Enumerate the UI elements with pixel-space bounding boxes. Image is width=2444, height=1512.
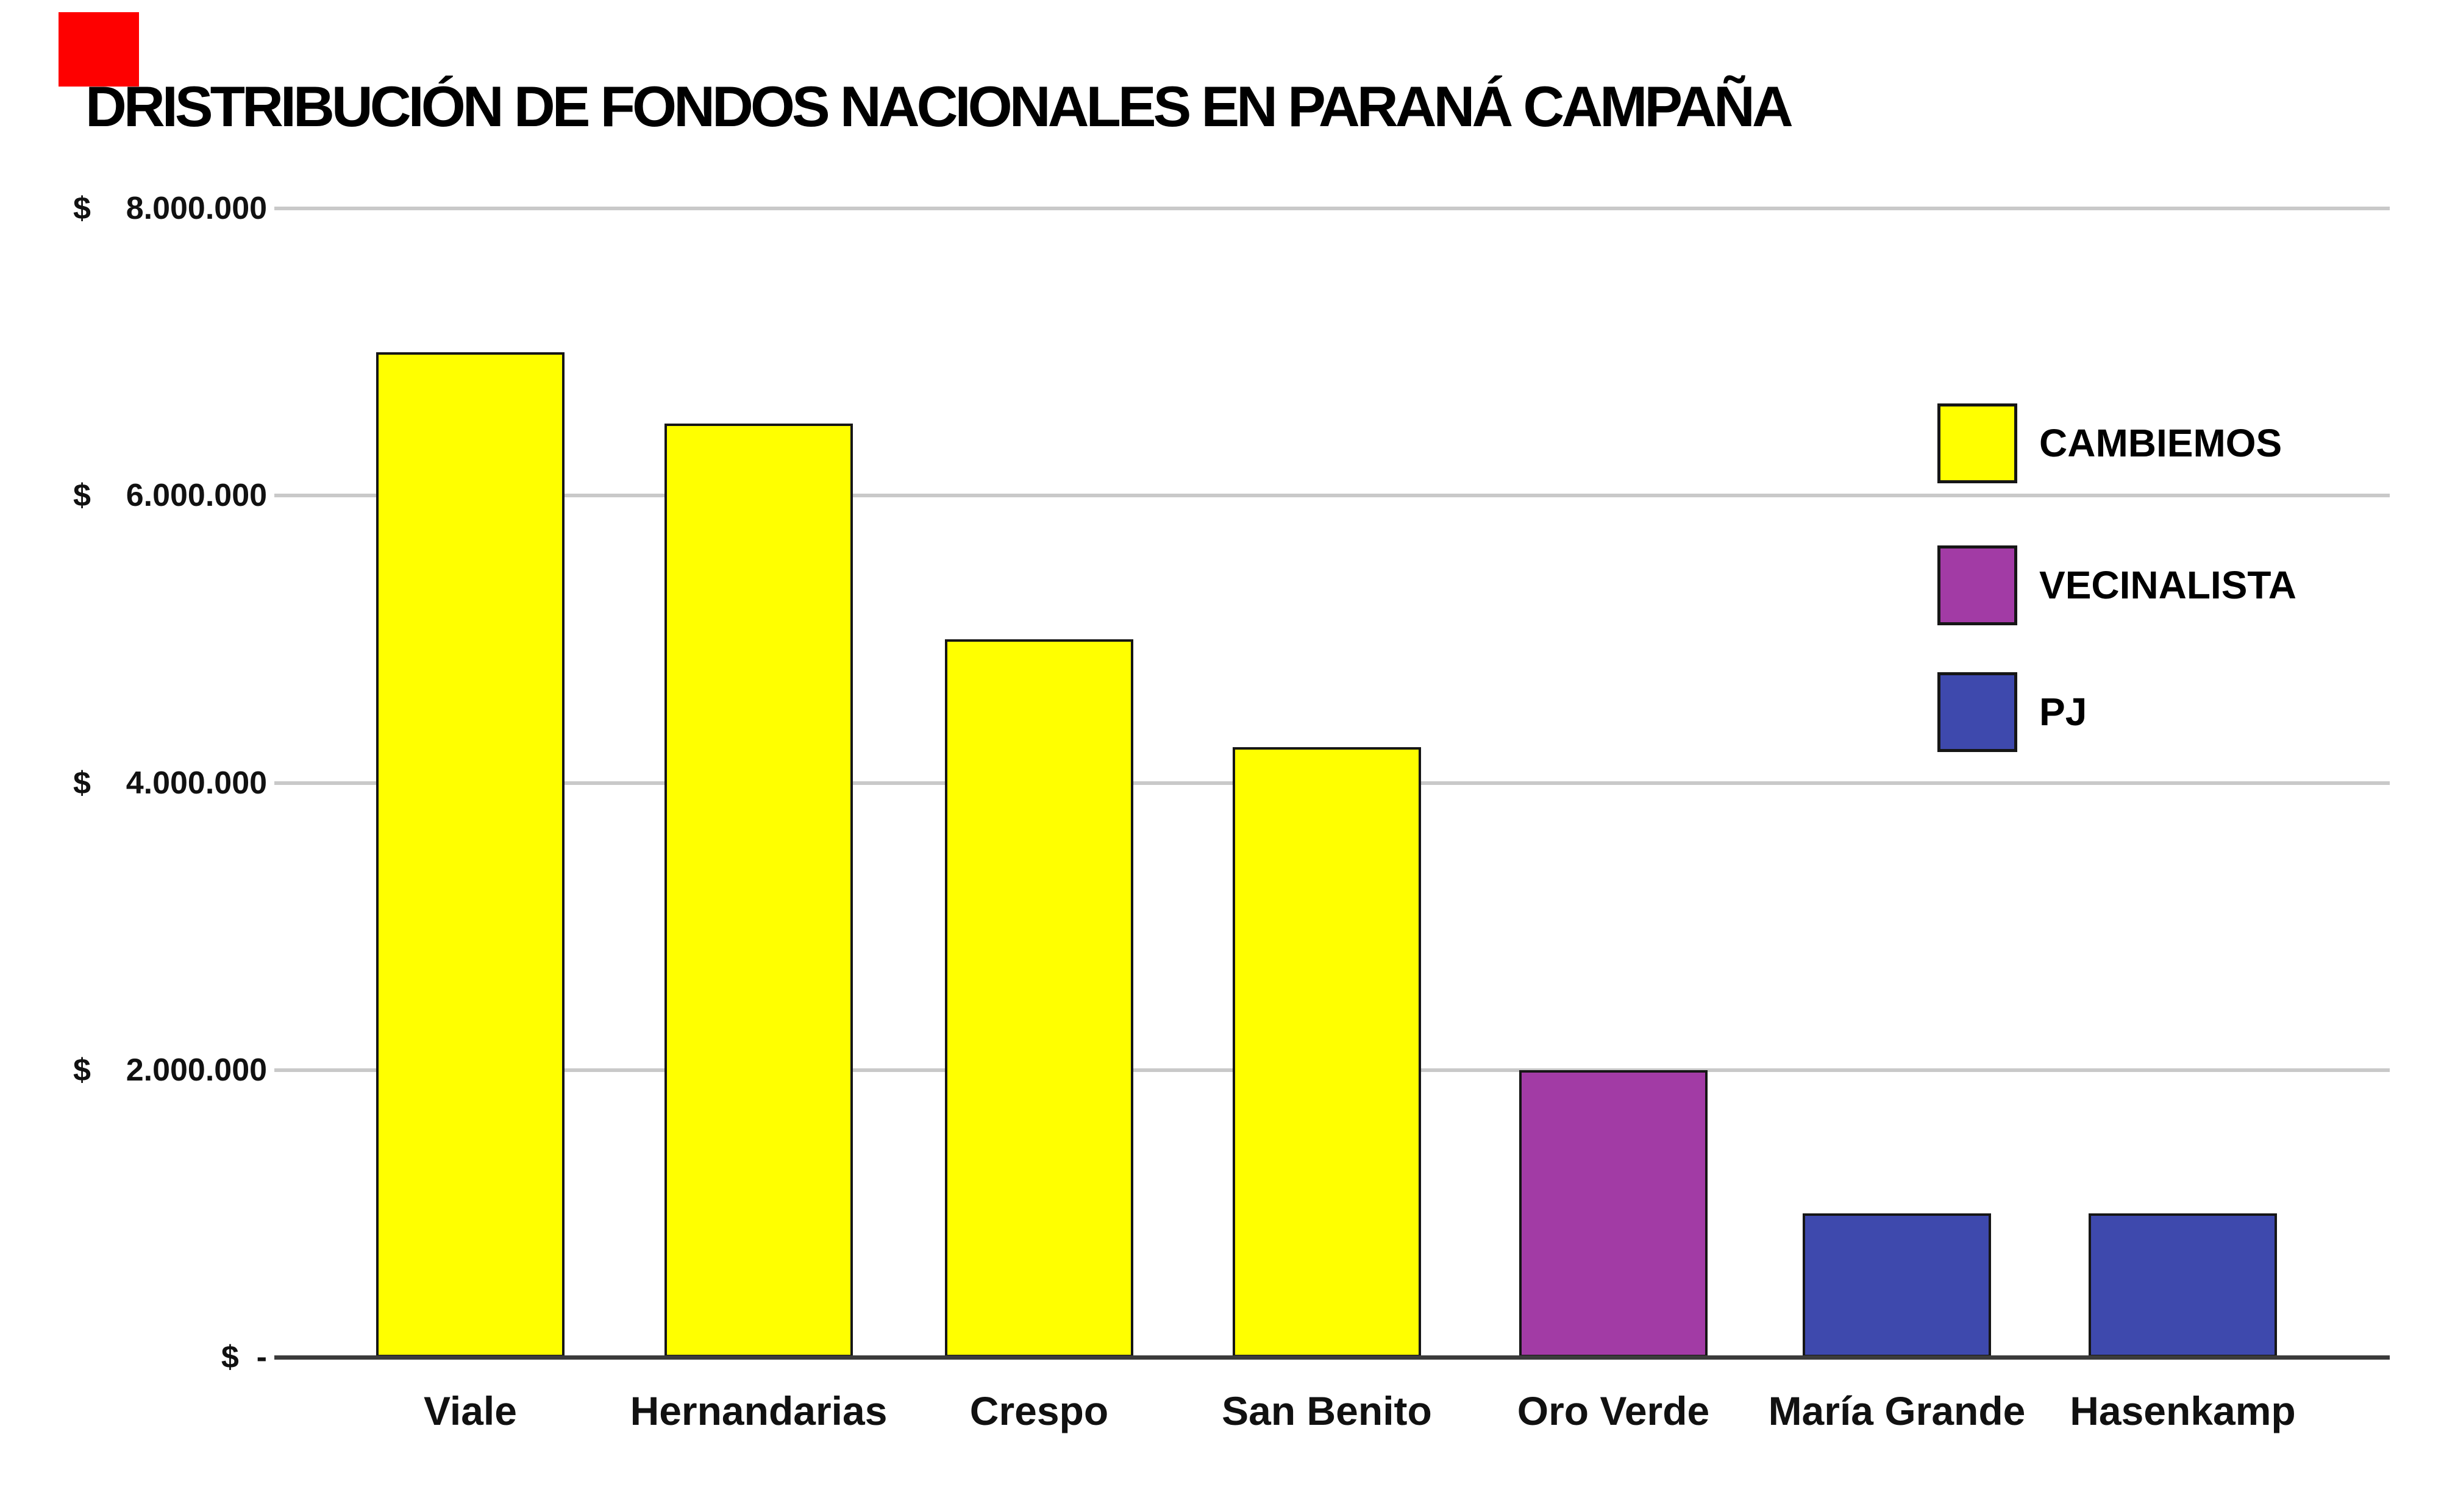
legend-swatch-vecinalista: [1937, 545, 2017, 625]
x-label-hernandarias: Hernandarias: [630, 1388, 888, 1433]
legend-label-vecinalista: VECINALISTA: [2039, 563, 2296, 607]
legend-label-pj: PJ: [2039, 690, 2087, 734]
bar-crespo: [945, 639, 1133, 1357]
bar-oro-verde: [1519, 1070, 1708, 1357]
bar-maria-grande: [1803, 1213, 1991, 1357]
x-label-crespo: Crespo: [969, 1388, 1109, 1433]
bar-hasenkamp: [2089, 1213, 2277, 1357]
legend-swatch-cambiemos: [1937, 403, 2017, 483]
chart-title: DRISTRIBUCIÓN DE FONDOS NACIONALES EN PA…: [85, 74, 1794, 138]
y-tick-label-2000000: $ 2.000.000: [73, 1052, 268, 1088]
y-tick-label-4000000: $ 4.000.000: [73, 765, 268, 801]
y-tick-label-6000000: $ 6.000.000: [73, 478, 268, 513]
y-tick-label-8000000: $ 8.000.000: [73, 191, 268, 226]
gridline-8000000: [274, 207, 2390, 210]
x-label-hasenkamp: Hasenkamp: [2070, 1388, 2296, 1433]
bar-viale: [376, 352, 565, 1357]
x-label-viale: Viale: [424, 1388, 517, 1433]
x-label-maria-grande: María Grande: [1768, 1388, 2026, 1433]
legend-swatch-pj: [1937, 672, 2017, 752]
bar-san-benito: [1233, 747, 1421, 1357]
gridline-6000000: [274, 494, 2390, 497]
bar-hernandarias: [664, 424, 853, 1357]
red-marker: [59, 12, 139, 87]
legend-label-cambiemos: CAMBIEMOS: [2039, 421, 2282, 465]
x-label-oro-verde: Oro Verde: [1517, 1388, 1710, 1433]
x-label-san-benito: San Benito: [1222, 1388, 1432, 1433]
x-axis-line: [274, 1355, 2390, 1360]
y-tick-label-0: $ -: [221, 1340, 267, 1375]
